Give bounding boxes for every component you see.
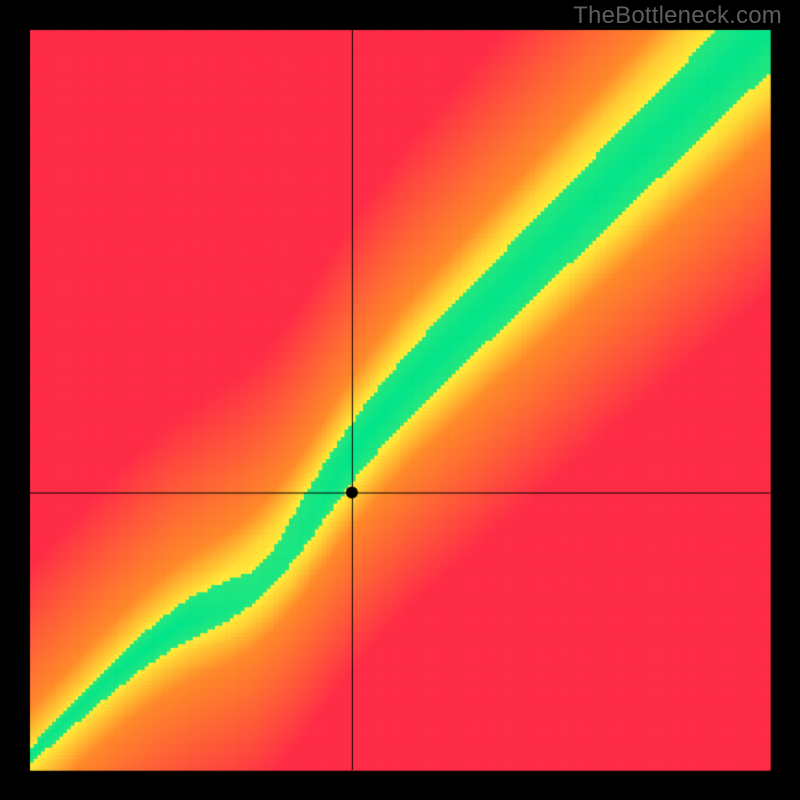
bottleneck-heatmap (0, 0, 800, 800)
chart-container: TheBottleneck.com (0, 0, 800, 800)
watermark-text: TheBottleneck.com (573, 2, 782, 30)
